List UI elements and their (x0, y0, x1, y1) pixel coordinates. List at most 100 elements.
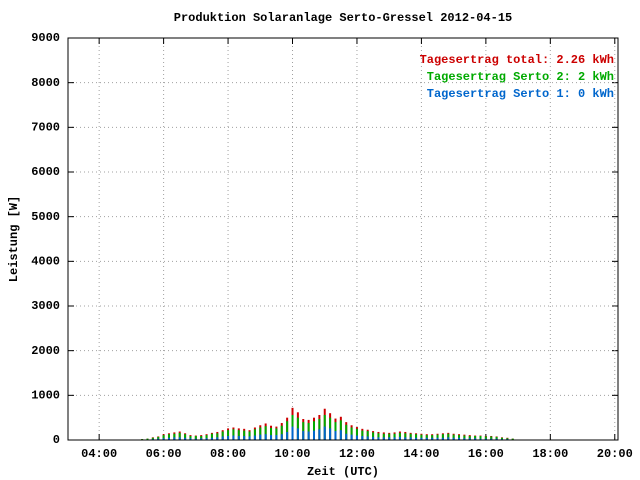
x-tick-label: 20:00 (597, 447, 633, 461)
bar (377, 437, 380, 440)
x-tick-label: 14:00 (403, 447, 439, 461)
bar (216, 433, 219, 440)
bar (210, 437, 213, 440)
y-tick-label: 2000 (31, 344, 60, 358)
bar (189, 438, 192, 440)
legend-entry: Tagesertrag total: 2.26 kWh (420, 53, 614, 67)
bar (275, 428, 278, 440)
bar (398, 436, 401, 440)
bar (194, 438, 197, 440)
bar (237, 430, 240, 440)
bar (420, 434, 423, 440)
bar (474, 435, 477, 440)
bar (361, 430, 364, 440)
legend-entry: Tagesertrag Serto 1: 0 kWh (427, 87, 614, 101)
bar (415, 437, 418, 440)
x-tick-label: 08:00 (210, 447, 246, 461)
bar (436, 437, 439, 440)
plot-border (67, 37, 619, 441)
bar (474, 438, 477, 440)
bar (339, 430, 342, 440)
y-tick-label: 9000 (31, 31, 60, 45)
bar (425, 435, 428, 440)
bar (366, 431, 369, 440)
bar (398, 432, 401, 440)
bar (291, 426, 294, 440)
bar (184, 437, 187, 440)
y-tick-label: 3000 (31, 299, 60, 313)
bar (441, 437, 444, 440)
bar (210, 433, 213, 440)
bar (447, 433, 450, 440)
bar (355, 435, 358, 440)
y-tick-label: 5000 (31, 210, 60, 224)
bar (146, 438, 149, 440)
bar (178, 432, 181, 440)
bar (307, 431, 310, 440)
bar (447, 437, 450, 440)
x-tick-label: 16:00 (468, 447, 504, 461)
bar (157, 436, 160, 440)
bar (452, 437, 455, 440)
bar (350, 434, 353, 440)
bar (415, 434, 418, 440)
bar (420, 437, 423, 440)
bar (431, 435, 434, 440)
bar (372, 436, 375, 440)
bar (253, 429, 256, 440)
y-axis-label: Leistung [W] (7, 196, 21, 282)
bar (334, 431, 337, 440)
bar (205, 435, 208, 440)
chart-title: Produktion Solaranlage Serto-Gressel 201… (174, 11, 512, 25)
y-tick-label: 0 (53, 433, 60, 447)
bar (441, 434, 444, 440)
bar (270, 435, 273, 440)
y-tick-label: 4000 (31, 255, 60, 269)
bar (452, 434, 455, 440)
bar (323, 426, 326, 440)
bar (484, 438, 487, 440)
bar (345, 424, 348, 440)
bar (264, 434, 267, 440)
bar (259, 427, 262, 440)
bar (463, 435, 466, 440)
y-tick-label: 1000 (31, 389, 60, 403)
bar (355, 428, 358, 440)
bar (243, 435, 246, 440)
bar (409, 433, 412, 440)
bar (334, 422, 337, 440)
bar (479, 438, 482, 440)
bar (270, 427, 273, 440)
bar (248, 436, 251, 440)
bar (468, 435, 471, 440)
bar (194, 435, 197, 440)
x-tick-label: 18:00 (532, 447, 568, 461)
bar (286, 431, 289, 440)
bar (232, 429, 235, 440)
bar (221, 431, 224, 440)
bar (490, 436, 493, 440)
bar (221, 436, 224, 440)
bar (248, 431, 251, 440)
x-tick-label: 04:00 (81, 447, 117, 461)
bar (345, 433, 348, 440)
bar (468, 438, 471, 440)
bar (500, 437, 503, 440)
bar (495, 438, 498, 440)
bar (216, 437, 219, 440)
bar (162, 438, 165, 440)
bar (243, 430, 246, 440)
bar (479, 435, 482, 440)
bar (388, 433, 391, 440)
bar (205, 438, 208, 440)
bar (431, 437, 434, 440)
bar (361, 435, 364, 440)
bar (366, 436, 369, 440)
bar (382, 437, 385, 440)
bar (388, 437, 391, 440)
bar (280, 425, 283, 440)
x-tick-label: 12:00 (339, 447, 375, 461)
x-axis-label: Zeit (UTC) (307, 465, 379, 479)
